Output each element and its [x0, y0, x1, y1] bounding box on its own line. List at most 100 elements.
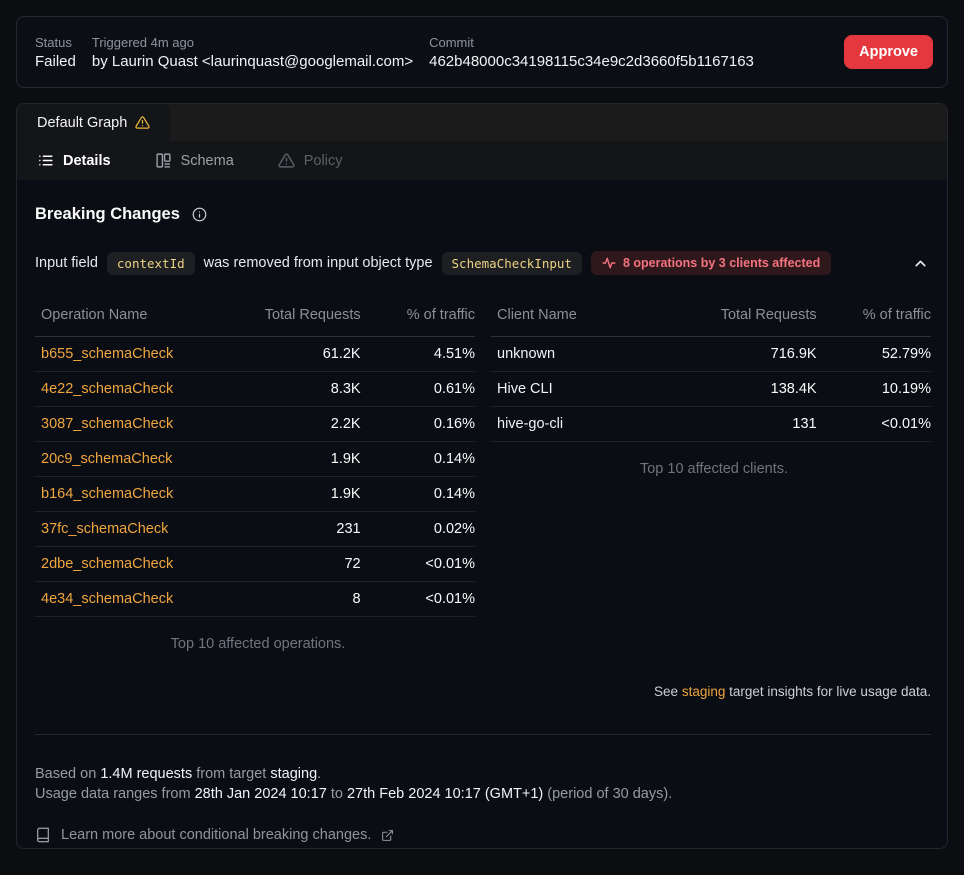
traffic-cell: 0.16%: [360, 406, 475, 442]
commit-hash: 462b48000c34198115c34e9c2d3660f5b1167163: [429, 52, 754, 70]
requests-cell: 8.3K: [224, 371, 361, 407]
status-group: Status Failed: [35, 35, 76, 70]
col-total-requests: Total Requests: [224, 301, 361, 337]
insights-note-post: target insights for live usage data.: [725, 684, 931, 699]
page-title: Breaking Changes: [35, 205, 180, 223]
list-icon: [37, 152, 54, 169]
triggered-author: by Laurin Quast <laurinquast@googlemail.…: [91, 52, 414, 70]
status-label: Status: [35, 34, 72, 50]
clients-table-header: Client Name Total Requests % of traffic: [491, 301, 931, 337]
tab-schema[interactable]: Schema: [155, 152, 234, 169]
status-value: Failed: [35, 52, 76, 70]
usage-footer: Based on 1.4M requests from target stagi…: [35, 735, 931, 845]
tab-default-graph[interactable]: Default Graph: [17, 104, 171, 141]
operations-table-header: Operation Name Total Requests % of traff…: [35, 301, 475, 337]
schema-icon: [155, 152, 172, 169]
col-operation-name: Operation Name: [35, 301, 225, 337]
table-row: 20c9_schemaCheck 1.9K 0.14%: [35, 441, 475, 477]
clients-caption: Top 10 affected clients.: [639, 461, 789, 477]
operation-link[interactable]: 3087_schemaCheck: [41, 416, 174, 432]
traffic-cell: 0.61%: [360, 371, 475, 407]
triggered-label: Triggered 4m ago: [91, 34, 194, 50]
activity-pulse-icon: [602, 256, 616, 270]
tab-policy[interactable]: Policy: [278, 152, 343, 169]
table-row: 4e22_schemaCheck 8.3K 0.61%: [35, 371, 475, 407]
field-code-chip: contextId: [106, 251, 195, 275]
breaking-changes-header: Breaking Changes: [35, 205, 931, 224]
traffic-cell: 0.14%: [360, 476, 475, 512]
requests-cell: 131: [680, 406, 817, 442]
affected-operations-badge[interactable]: 8 operations by 3 clients affected: [590, 251, 832, 275]
external-link-icon: [381, 829, 394, 842]
operation-link[interactable]: 2dbe_schemaCheck: [41, 556, 174, 572]
traffic-cell: 0.02%: [360, 511, 475, 547]
range-end-date: 27th Feb 2024 10:17 (GMT+1): [346, 786, 544, 802]
breaking-change-row: Input field contextId was removed from i…: [35, 251, 931, 275]
col-client-name: Client Name: [491, 301, 681, 337]
traffic-cell: 10.19%: [816, 371, 931, 407]
operation-link[interactable]: b164_schemaCheck: [41, 486, 174, 502]
learn-more-link[interactable]: Learn more about conditional breaking ch…: [35, 825, 931, 845]
triggered-group: Triggered 4m ago by Laurin Quast <laurin…: [92, 35, 413, 70]
change-middle: was removed from input object type: [203, 255, 433, 271]
table-row: b164_schemaCheck 1.9K 0.14%: [35, 476, 475, 512]
request-count: 1.4M requests: [100, 766, 193, 782]
requests-cell: 138.4K: [680, 371, 817, 407]
info-icon[interactable]: [192, 207, 207, 222]
insights-note-pre: See: [654, 684, 682, 699]
traffic-cell: <0.01%: [360, 581, 475, 617]
requests-cell: 231: [224, 511, 361, 547]
table-row: 2dbe_schemaCheck 72 <0.01%: [35, 546, 475, 582]
traffic-cell: <0.01%: [360, 546, 475, 582]
affected-badge-label: 8 operations by 3 clients affected: [622, 256, 821, 270]
footer-divider: [35, 734, 931, 735]
requests-cell: 716.9K: [680, 336, 817, 372]
details-content: Breaking Changes Input field contextId w…: [17, 180, 947, 848]
learn-more-label: Learn more about conditional breaking ch…: [61, 827, 372, 843]
range-suffix: (period of 30 days).: [543, 786, 673, 802]
table-row: hive-go-cli 131 <0.01%: [491, 406, 931, 442]
operation-link[interactable]: 20c9_schemaCheck: [41, 451, 173, 467]
tab-details-label: Details: [63, 152, 111, 169]
target-name: staging: [270, 766, 318, 782]
operation-link[interactable]: 4e22_schemaCheck: [41, 381, 174, 397]
col-total-requests: Total Requests: [680, 301, 817, 337]
traffic-cell: 4.51%: [360, 336, 475, 372]
based-mid: from target: [192, 766, 271, 782]
operation-link[interactable]: b655_schemaCheck: [41, 346, 174, 362]
requests-cell: 2.2K: [224, 406, 361, 442]
warning-triangle-icon: [135, 115, 150, 130]
based-end: .: [317, 766, 322, 782]
graph-tab-label: Default Graph: [37, 114, 128, 131]
staging-target-link[interactable]: staging: [681, 684, 726, 699]
check-subnav: Details Schema Policy: [17, 141, 947, 180]
range-start-date: 28th Jan 2024 10:17: [194, 786, 327, 802]
collapse-change-button[interactable]: [910, 253, 931, 274]
commit-group: Commit 462b48000c34198115c34e9c2d3660f5b…: [429, 35, 754, 70]
requests-cell: 1.9K: [224, 441, 361, 477]
range-pre: Usage data ranges from: [35, 786, 195, 802]
range-to: to: [326, 786, 347, 802]
table-row: unknown 716.9K 52.79%: [491, 336, 931, 372]
date-range-line: Usage data ranges from 28th Jan 2024 10:…: [35, 784, 931, 804]
table-row: b655_schemaCheck 61.2K 4.51%: [35, 336, 475, 372]
requests-cell: 72: [224, 546, 361, 582]
clients-table: Client Name Total Requests % of traffic …: [491, 301, 931, 486]
graph-tab-strip: Default Graph: [17, 104, 947, 141]
tab-schema-label: Schema: [180, 152, 234, 169]
client-name-cell: Hive CLI: [491, 371, 681, 407]
based-on-line: Based on 1.4M requests from target stagi…: [35, 764, 931, 784]
approve-button[interactable]: Approve: [844, 35, 933, 69]
policy-warning-icon: [278, 152, 295, 169]
client-name-cell: unknown: [491, 336, 681, 372]
operations-caption: Top 10 affected operations.: [170, 636, 346, 652]
operation-link[interactable]: 4e34_schemaCheck: [41, 591, 174, 607]
tab-policy-label: Policy: [303, 152, 343, 169]
operation-link[interactable]: 37fc_schemaCheck: [41, 521, 169, 537]
col-traffic: % of traffic: [816, 301, 931, 337]
col-traffic: % of traffic: [360, 301, 475, 337]
change-prefix: Input field: [35, 255, 98, 271]
tab-details[interactable]: Details: [37, 152, 111, 169]
traffic-cell: <0.01%: [816, 406, 931, 442]
table-row: 3087_schemaCheck 2.2K 0.16%: [35, 406, 475, 442]
